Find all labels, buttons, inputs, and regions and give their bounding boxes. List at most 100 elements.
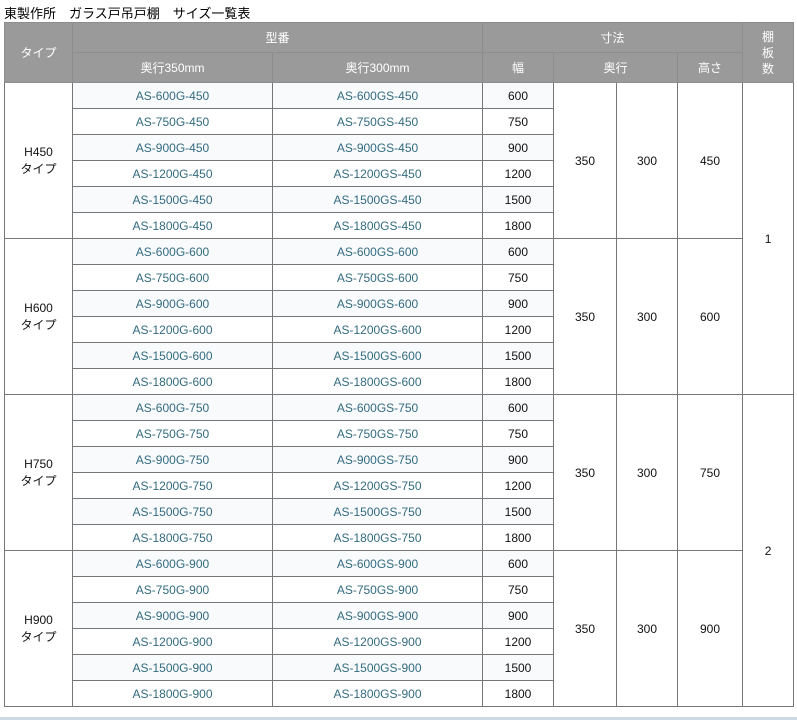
- width-cell: 1500: [482, 654, 555, 681]
- header-height: 高さ: [677, 52, 744, 83]
- model-link[interactable]: AS-900G-450: [135, 140, 210, 155]
- model-cell-300: AS-600GS-450: [271, 82, 484, 109]
- model-cell-350: AS-1800G-750: [72, 524, 273, 551]
- model-link[interactable]: AS-1800GS-600: [333, 374, 422, 389]
- model-link[interactable]: AS-1200G-450: [132, 166, 213, 181]
- model-cell-350: AS-1500G-450: [72, 186, 273, 213]
- model-link[interactable]: AS-1200G-600: [132, 322, 213, 337]
- model-link[interactable]: AS-600G-450: [135, 88, 210, 103]
- width-cell: 600: [482, 82, 555, 109]
- model-link[interactable]: AS-750G-450: [135, 114, 210, 129]
- model-link[interactable]: AS-1500GS-450: [333, 192, 422, 207]
- table-row: AS-900G-600 AS-900GS-600 900: [5, 290, 794, 317]
- model-link[interactable]: AS-900G-900: [135, 608, 210, 623]
- model-link[interactable]: AS-900GS-900: [336, 608, 419, 623]
- model-link[interactable]: AS-600GS-450: [336, 88, 419, 103]
- model-cell-350: AS-900G-750: [72, 446, 273, 473]
- width-cell: 1200: [482, 160, 555, 187]
- model-link[interactable]: AS-900GS-600: [336, 296, 419, 311]
- model-link[interactable]: AS-600G-900: [135, 556, 210, 571]
- page-title: 東製作所 ガラス戸吊戸棚 サイズ一覧表: [4, 6, 251, 21]
- model-cell-350: AS-1800G-450: [72, 212, 273, 239]
- table-row: AS-1500G-450 AS-1500GS-450 1500: [5, 186, 794, 213]
- width-cell: 600: [482, 394, 555, 421]
- model-link[interactable]: AS-1500GS-750: [333, 504, 422, 519]
- model-link[interactable]: AS-1800G-450: [132, 218, 213, 233]
- header-model: 型番: [71, 22, 484, 53]
- width-cell: 1200: [482, 472, 555, 499]
- model-cell-300: AS-1200GS-600: [271, 316, 484, 343]
- shelf-count-cell: 2: [742, 394, 795, 707]
- table-header: タイプ 型番 寸法 棚板数 奥行350mm 奥行300mm 幅 奥行 高さ: [4, 22, 795, 83]
- model-link[interactable]: AS-750G-900: [135, 582, 210, 597]
- model-link[interactable]: AS-600G-750: [135, 400, 210, 415]
- model-link[interactable]: AS-600GS-900: [336, 556, 419, 571]
- model-cell-300: AS-600GS-750: [271, 394, 484, 421]
- model-link[interactable]: AS-900G-600: [135, 296, 210, 311]
- header-depth-300mm: 奥行300mm: [271, 52, 484, 83]
- model-cell-300: AS-1800GS-600: [271, 368, 484, 395]
- model-link[interactable]: AS-600GS-750: [336, 400, 419, 415]
- model-link[interactable]: AS-1200G-900: [132, 634, 213, 649]
- model-link[interactable]: AS-1500GS-900: [333, 660, 422, 675]
- table-row: AS-900G-750 AS-900GS-750 900: [5, 446, 794, 473]
- size-table: タイプ 型番 寸法 棚板数 奥行350mm 奥行300mm 幅 奥行 高さ H4…: [4, 22, 795, 707]
- height-cell: 750: [677, 394, 744, 551]
- type-name: H900: [24, 612, 53, 627]
- model-link[interactable]: AS-1200GS-600: [333, 322, 422, 337]
- model-cell-350: AS-1200G-750: [72, 472, 273, 499]
- header-depth: 奥行: [553, 52, 679, 83]
- model-link[interactable]: AS-1500G-750: [132, 504, 213, 519]
- model-link[interactable]: AS-1200G-750: [132, 478, 213, 493]
- width-cell: 1800: [482, 524, 555, 551]
- model-link[interactable]: AS-900GS-750: [336, 452, 419, 467]
- depth-300-cell: 300: [616, 82, 679, 239]
- model-cell-350: AS-750G-750: [72, 420, 273, 447]
- model-link[interactable]: AS-1800G-750: [132, 530, 213, 545]
- width-cell: 1500: [482, 186, 555, 213]
- model-cell-350: AS-900G-450: [72, 134, 273, 161]
- height-cell: 600: [677, 238, 744, 395]
- width-cell: 900: [482, 446, 555, 473]
- model-link[interactable]: AS-1200GS-900: [333, 634, 422, 649]
- model-link[interactable]: AS-750GS-750: [336, 426, 419, 441]
- height-cell: 450: [677, 82, 744, 239]
- model-link[interactable]: AS-1800G-600: [132, 374, 213, 389]
- model-link[interactable]: AS-1800G-900: [132, 686, 213, 701]
- model-cell-350: AS-1800G-600: [72, 368, 273, 395]
- model-link[interactable]: AS-1800GS-900: [333, 686, 422, 701]
- model-link[interactable]: AS-1800GS-450: [333, 218, 422, 233]
- model-link[interactable]: AS-1500G-450: [132, 192, 213, 207]
- model-cell-300: AS-1200GS-750: [271, 472, 484, 499]
- table-row: AS-750G-900 AS-750GS-900 750: [5, 576, 794, 603]
- model-link[interactable]: AS-1200GS-750: [333, 478, 422, 493]
- model-link[interactable]: AS-1800GS-750: [333, 530, 422, 545]
- model-link[interactable]: AS-1500G-600: [132, 348, 213, 363]
- model-link[interactable]: AS-750GS-900: [336, 582, 419, 597]
- model-link[interactable]: AS-750GS-600: [336, 270, 419, 285]
- width-cell: 750: [482, 264, 555, 291]
- table-row: AS-1200G-450 AS-1200GS-450 1200: [5, 160, 794, 187]
- table-row: AS-1200G-750 AS-1200GS-750 1200: [5, 472, 794, 499]
- width-cell: 1800: [482, 212, 555, 239]
- header-dimensions: 寸法: [482, 22, 744, 53]
- model-link[interactable]: AS-750G-600: [135, 270, 210, 285]
- depth-300-cell: 300: [616, 550, 679, 707]
- table-row: H900 タイプ AS-600G-900 AS-600GS-900 600 35…: [4, 550, 794, 707]
- model-cell-350: AS-600G-600: [72, 238, 273, 265]
- model-link[interactable]: AS-750G-750: [135, 426, 210, 441]
- model-link[interactable]: AS-1500G-900: [132, 660, 213, 675]
- model-link[interactable]: AS-1200GS-450: [333, 166, 422, 181]
- model-link[interactable]: AS-600G-600: [135, 244, 210, 259]
- model-link[interactable]: AS-750GS-450: [336, 114, 419, 129]
- model-link[interactable]: AS-1500GS-600: [333, 348, 422, 363]
- model-cell-350: AS-750G-900: [72, 576, 273, 603]
- model-link[interactable]: AS-600GS-600: [336, 244, 419, 259]
- model-link[interactable]: AS-900G-750: [135, 452, 210, 467]
- table-row: H750 タイプ AS-600G-750 AS-600GS-750 600 35…: [4, 394, 795, 707]
- type-cell-h450: H450 タイプ: [4, 82, 73, 239]
- table-row: AS-900G-450 AS-900GS-450 900: [5, 134, 794, 161]
- model-link[interactable]: AS-900GS-450: [336, 140, 419, 155]
- model-cell-300: AS-1500GS-600: [271, 342, 484, 369]
